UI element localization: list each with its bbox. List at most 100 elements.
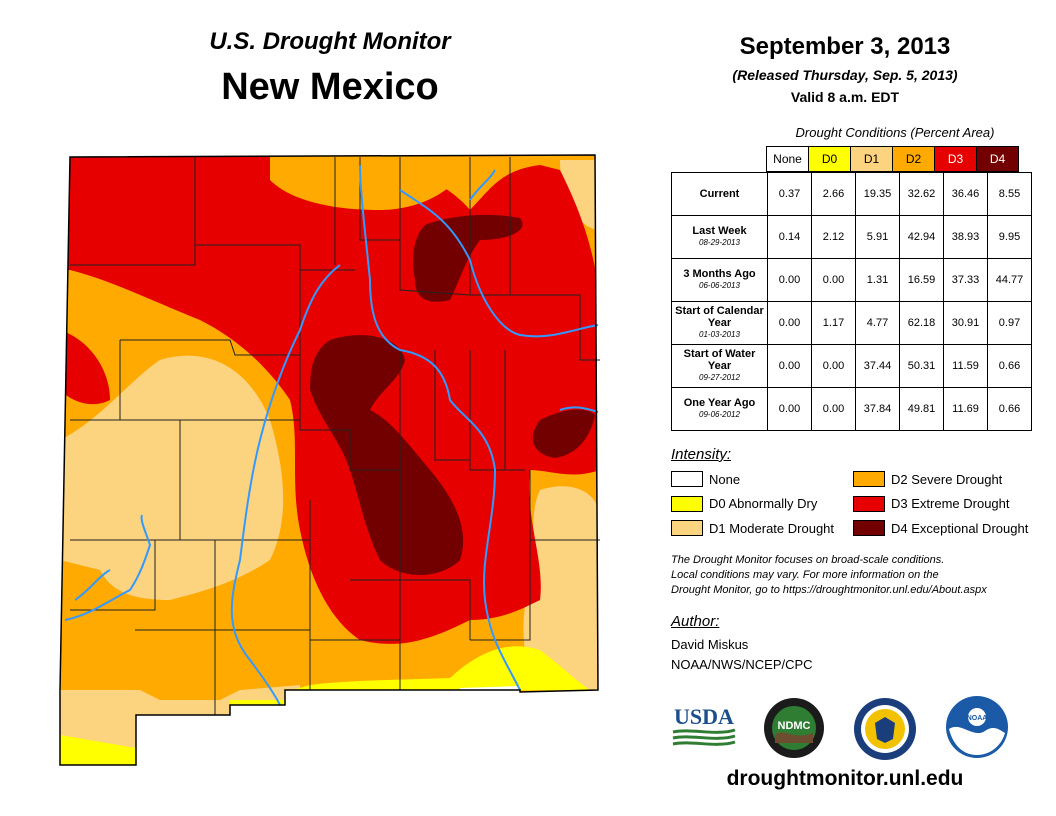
legend-label: D3 Extreme Drought (891, 496, 1010, 511)
table-cell: 0.14 (767, 215, 812, 259)
note-line: The Drought Monitor focuses on broad-sca… (671, 554, 945, 566)
drought-areas (60, 155, 598, 765)
legend-label: D4 Exceptional Drought (891, 520, 1029, 536)
map-title: New Mexico (221, 66, 439, 108)
legend-label: D0 Abnormally Dry (709, 496, 818, 511)
table-cell: 0.00 (767, 301, 812, 345)
author-title: Author: (671, 613, 720, 630)
table-cell: 32.62 (899, 172, 944, 216)
table-row: Start of Calendar Year 01-03-2013 0.00 1.17… (671, 301, 1032, 345)
row-title: 3 Months Ago (683, 268, 756, 280)
table-cell: 42.94 (899, 215, 944, 259)
col-d3: D3 (934, 146, 977, 172)
table-cell: 49.81 (899, 387, 944, 431)
drought-map (59, 154, 600, 766)
d0-bootheel-area (230, 700, 285, 720)
legend-label: None (709, 471, 741, 487)
legend-item-none: None (671, 469, 834, 489)
d1-west-area (60, 355, 284, 600)
d1-northeast-area (560, 160, 598, 230)
d3-west-area (60, 330, 110, 405)
col-none: None (766, 146, 809, 172)
row-title: One Year Ago (683, 397, 756, 409)
valid-time: Valid 8 a.m. EDT (790, 89, 900, 105)
usda-logo: USDA (672, 704, 736, 746)
table-cell: 0.00 (811, 387, 856, 431)
table-cell: 19.35 (855, 172, 900, 216)
note-line: Local conditions may vary. For more info… (671, 569, 939, 581)
svg-text:NOAA: NOAA (967, 715, 988, 722)
table-cell: 30.91 (943, 301, 988, 345)
release-date: (Released Thursday, Sep. 5, 2013) (732, 67, 958, 83)
table-cell: 38.93 (943, 215, 988, 259)
legend-right: D2 Severe Drought D3 Extreme Drought D4 … (853, 469, 1028, 543)
author-org: NOAA/NWS/NCEP/CPC (671, 657, 813, 672)
table-cell: 5.91 (855, 215, 900, 259)
table-row: 3 Months Ago 06-06-2013 0.00 0.00 1.31 16.59 3… (671, 258, 1032, 302)
row-label: Last Week 08-29-2013 (671, 215, 768, 259)
table-cell: 0.00 (767, 387, 812, 431)
legend-swatch (853, 520, 885, 536)
table-cell: 4.77 (855, 301, 900, 345)
table-cell: 0.37 (767, 172, 812, 216)
state-outline (59, 154, 599, 766)
table-cell: 16.59 (899, 258, 944, 302)
legend-swatch (853, 495, 885, 512)
table-cell: 36.46 (943, 172, 988, 216)
website-url: droughtmonitor.unl.edu (726, 767, 964, 790)
table-cell: 11.69 (943, 387, 988, 431)
col-d0: D0 (808, 146, 851, 172)
map-date: September 3, 2013 (739, 33, 951, 60)
legend-item-d0: D0 Abnormally Dry (671, 494, 834, 514)
row-title: Start of Calendar Year (675, 305, 764, 329)
table-cell: 11.59 (943, 344, 988, 388)
d0-south-area (285, 646, 590, 692)
table-cell: 0.66 (987, 387, 1032, 431)
ndmc-logo: NDMC (764, 698, 824, 758)
d4-central-area (310, 335, 464, 575)
legend-swatch (853, 471, 885, 487)
table-row: Last Week 08-29-2013 0.14 2.12 5.91 42.94 38.9… (671, 215, 1032, 259)
legend-item-d2: D2 Severe Drought (853, 469, 1028, 489)
table-caption: Drought Conditions (Percent Area) (795, 125, 995, 140)
table-cell: 2.66 (811, 172, 856, 216)
table-cell: 0.00 (811, 344, 856, 388)
table-cell: 1.31 (855, 258, 900, 302)
info-note: The Drought Monitor focuses on broad-sca… (671, 553, 1041, 598)
legend-swatch (671, 495, 703, 512)
table-cell: 2.12 (811, 215, 856, 259)
table-header: None D0 D1 D2 D3 D4 (766, 146, 1019, 172)
table-row: One Year Ago 09-06-2012 0.00 0.00 37.84 49.81… (671, 387, 1032, 431)
row-label: 3 Months Ago 06-06-2013 (671, 258, 768, 302)
note-line: Drought Monitor, go to https://droughtmo… (671, 584, 987, 596)
row-date: 06-06-2013 (699, 281, 740, 290)
legend-label: D2 Severe Drought (891, 471, 1003, 487)
legend-label: D1 Moderate Drought (709, 520, 835, 536)
col-d2: D2 (892, 146, 935, 172)
noaa-logo: NOAA (946, 696, 1008, 758)
table-cell: 37.44 (855, 344, 900, 388)
table-cell: 37.33 (943, 258, 988, 302)
table-row: Start of Water Year 09-27-2012 0.00 0.00 37.… (671, 344, 1032, 388)
svg-text:NDMC: NDMC (778, 720, 811, 732)
svg-text:USDA: USDA (674, 704, 734, 729)
row-title: Last Week (692, 225, 747, 237)
col-d4: D4 (976, 146, 1019, 172)
row-date: 01-03-2013 (699, 330, 740, 339)
d4-north-area (413, 214, 523, 302)
row-label: Start of Water Year 09-27-2012 (671, 344, 768, 388)
conditions-table: Current 0.37 2.66 19.35 32.62 36.46 8.55 Last W… (671, 172, 1032, 431)
table-cell: 50.31 (899, 344, 944, 388)
table-cell: 0.66 (987, 344, 1032, 388)
table-row: Current 0.37 2.66 19.35 32.62 36.46 8.55 (671, 172, 1032, 216)
d2-north-area (270, 157, 470, 210)
rivers (64, 164, 599, 706)
table-cell: 0.00 (767, 344, 812, 388)
legend-title: Intensity: (671, 446, 732, 463)
row-label: One Year Ago 09-06-2012 (671, 387, 768, 431)
row-title: Start of Water Year (683, 348, 756, 372)
table-cell: 0.97 (987, 301, 1032, 345)
author-name: David Miskus (671, 637, 749, 652)
legend-item-d4: D4 Exceptional Drought (853, 518, 1028, 538)
table-cell: 0.00 (811, 258, 856, 302)
